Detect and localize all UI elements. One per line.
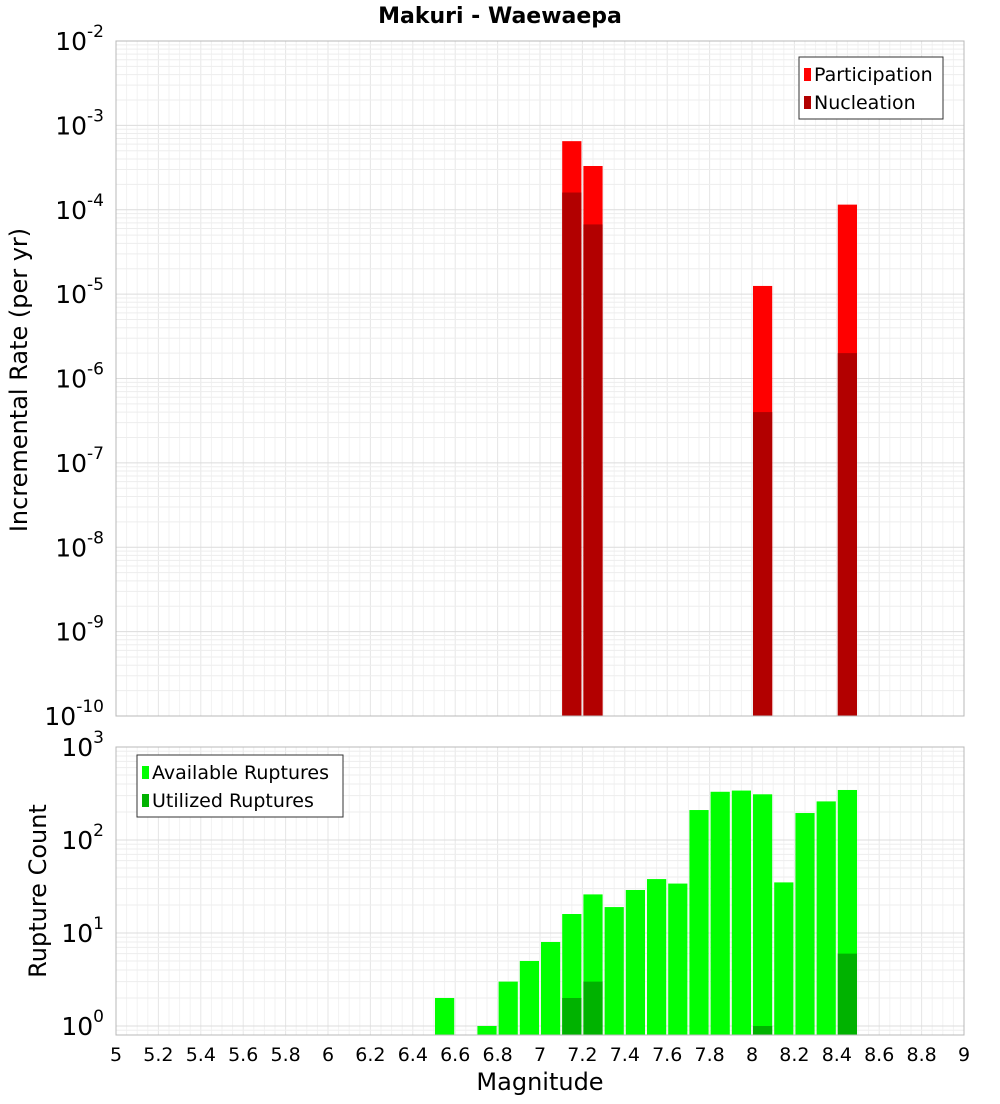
x-tick-label: 7.4: [610, 1044, 640, 1066]
x-tick-label: 8: [746, 1044, 758, 1066]
top-legend-swatch: [804, 68, 811, 81]
bottom-legend-swatch: [142, 766, 149, 779]
x-tick-label: 5.2: [143, 1044, 173, 1066]
available-ruptures-bar: [816, 801, 836, 1035]
x-tick-label: 8.2: [779, 1044, 809, 1066]
x-tick-label: 6: [322, 1044, 334, 1066]
available-ruptures-bar: [753, 794, 773, 1035]
bottom-legend-box: [136, 754, 344, 818]
x-tick-label: 6.4: [398, 1044, 428, 1066]
nucleation-bar: [837, 353, 857, 716]
bottom-y-tick-label: 103: [61, 728, 104, 762]
x-tick-label: 6.2: [355, 1044, 385, 1066]
bottom-y-tick-label: 100: [61, 1007, 104, 1041]
x-tick-label: 5.6: [228, 1044, 258, 1066]
x-tick-label: 8.6: [864, 1044, 894, 1066]
nucleation-bars: [562, 192, 857, 717]
nucleation-bar: [583, 224, 603, 717]
utilized-ruptures-bars: [562, 953, 857, 1035]
top-y-tick-label: 10-5: [55, 275, 104, 309]
top-y-tick-label: 10-8: [55, 528, 104, 562]
available-ruptures-bar: [668, 883, 688, 1035]
top-legend-swatch: [804, 96, 811, 109]
top-y-tick-label: 10-7: [55, 444, 104, 478]
available-ruptures-bar: [477, 1025, 497, 1035]
available-ruptures-bars: [435, 789, 857, 1035]
bottom-legend-entry: Available Ruptures: [152, 762, 329, 784]
x-tick-label: 8.4: [822, 1044, 852, 1066]
available-ruptures-bar: [604, 907, 624, 1035]
top-y-tick-label: 10-10: [44, 697, 104, 731]
x-tick-label: 8.8: [906, 1044, 936, 1066]
bottom-legend: Available Ruptures Utilized Ruptures: [136, 754, 344, 818]
x-tick-label: 7: [534, 1044, 546, 1066]
available-ruptures-bar: [519, 960, 539, 1035]
x-tick-label: 7.2: [567, 1044, 597, 1066]
available-ruptures-bar: [498, 981, 518, 1035]
available-ruptures-bar: [647, 879, 667, 1035]
top-y-tick-label: 10-3: [55, 106, 104, 140]
utilized-ruptures-bar: [583, 981, 603, 1035]
x-tick-label: 6.6: [440, 1044, 470, 1066]
bottom-plot-frame: [115, 746, 965, 1036]
x-tick-label: 7.8: [694, 1044, 724, 1066]
bottom-legend-swatch: [142, 794, 149, 807]
available-ruptures-bar: [710, 791, 730, 1035]
top-grid: [115, 40, 965, 717]
nucleation-bar: [753, 412, 773, 716]
top-legend: Participation Nucleation: [798, 56, 944, 120]
top-plot-frame: [115, 40, 965, 717]
x-tick-label: 7.6: [652, 1044, 682, 1066]
top-y-axis-label: Incremental Rate (per yr): [5, 228, 33, 532]
available-ruptures-bar: [774, 882, 794, 1035]
bottom-y-tick-label: 102: [61, 821, 104, 855]
x-axis-label: Magnitude: [476, 1068, 603, 1096]
available-ruptures-bar: [731, 790, 751, 1035]
top-y-tick-label: 10-4: [55, 191, 104, 225]
nucleation-bar: [562, 192, 582, 717]
bottom-legend-entry: Utilized Ruptures: [152, 790, 314, 812]
x-tick-label: 5.4: [186, 1044, 216, 1066]
available-ruptures-bar: [795, 813, 815, 1035]
x-tick-label: 5.8: [270, 1044, 300, 1066]
top-legend-entry: Participation: [814, 64, 933, 86]
utilized-ruptures-bar: [753, 1025, 773, 1035]
top-y-tick-label: 10-6: [55, 360, 104, 394]
top-y-tick-label: 10-2: [55, 22, 104, 56]
bottom-y-axis-label: Rupture Count: [24, 804, 52, 978]
available-ruptures-bar: [689, 810, 709, 1035]
chart-title: Makuri - Waewaepa: [378, 4, 622, 29]
top-legend-entry: Nucleation: [814, 92, 916, 114]
x-tick-label: 6.8: [482, 1044, 512, 1066]
top-y-tick-label: 10-9: [55, 613, 104, 647]
utilized-ruptures-bar: [562, 997, 582, 1035]
x-tick-label: 9: [958, 1044, 970, 1066]
utilized-ruptures-bar: [837, 953, 857, 1035]
available-ruptures-bar: [541, 942, 561, 1035]
bottom-y-tick-label: 101: [61, 914, 104, 948]
available-ruptures-bar: [435, 997, 455, 1035]
available-ruptures-bar: [625, 889, 645, 1035]
x-tick-label: 5: [110, 1044, 122, 1066]
top-legend-box: [798, 56, 944, 120]
